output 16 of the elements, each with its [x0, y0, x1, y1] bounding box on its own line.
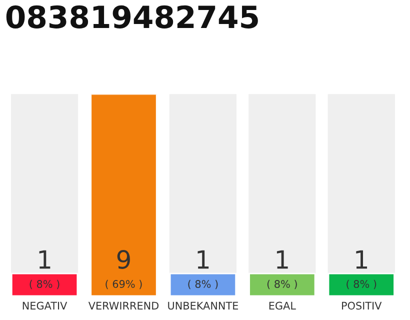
data-label: 1 — [198, 250, 209, 269]
annotation: ( 8% ) — [346, 280, 376, 290]
data-label: 1 — [39, 250, 50, 269]
x-tick-label: EGAL — [269, 302, 296, 310]
x-tick-label: NEGATIV — [22, 302, 68, 310]
annotation: ( 8% ) — [30, 280, 60, 290]
annotation: ( 8% ) — [188, 280, 218, 290]
x-tick-label: POSITIV — [342, 302, 382, 310]
data-label: 1 — [356, 250, 368, 269]
data-label: 9 — [117, 250, 130, 269]
x-tick-label: UNBEKANNTE — [168, 302, 238, 310]
annotation: ( 69% ) — [106, 280, 142, 290]
data-label: 1 — [276, 250, 288, 269]
annotation: ( 8% ) — [267, 280, 297, 290]
x-tick-label: VERWIRREND — [88, 302, 159, 310]
chart-title: 083819482745 — [6, 5, 258, 28]
